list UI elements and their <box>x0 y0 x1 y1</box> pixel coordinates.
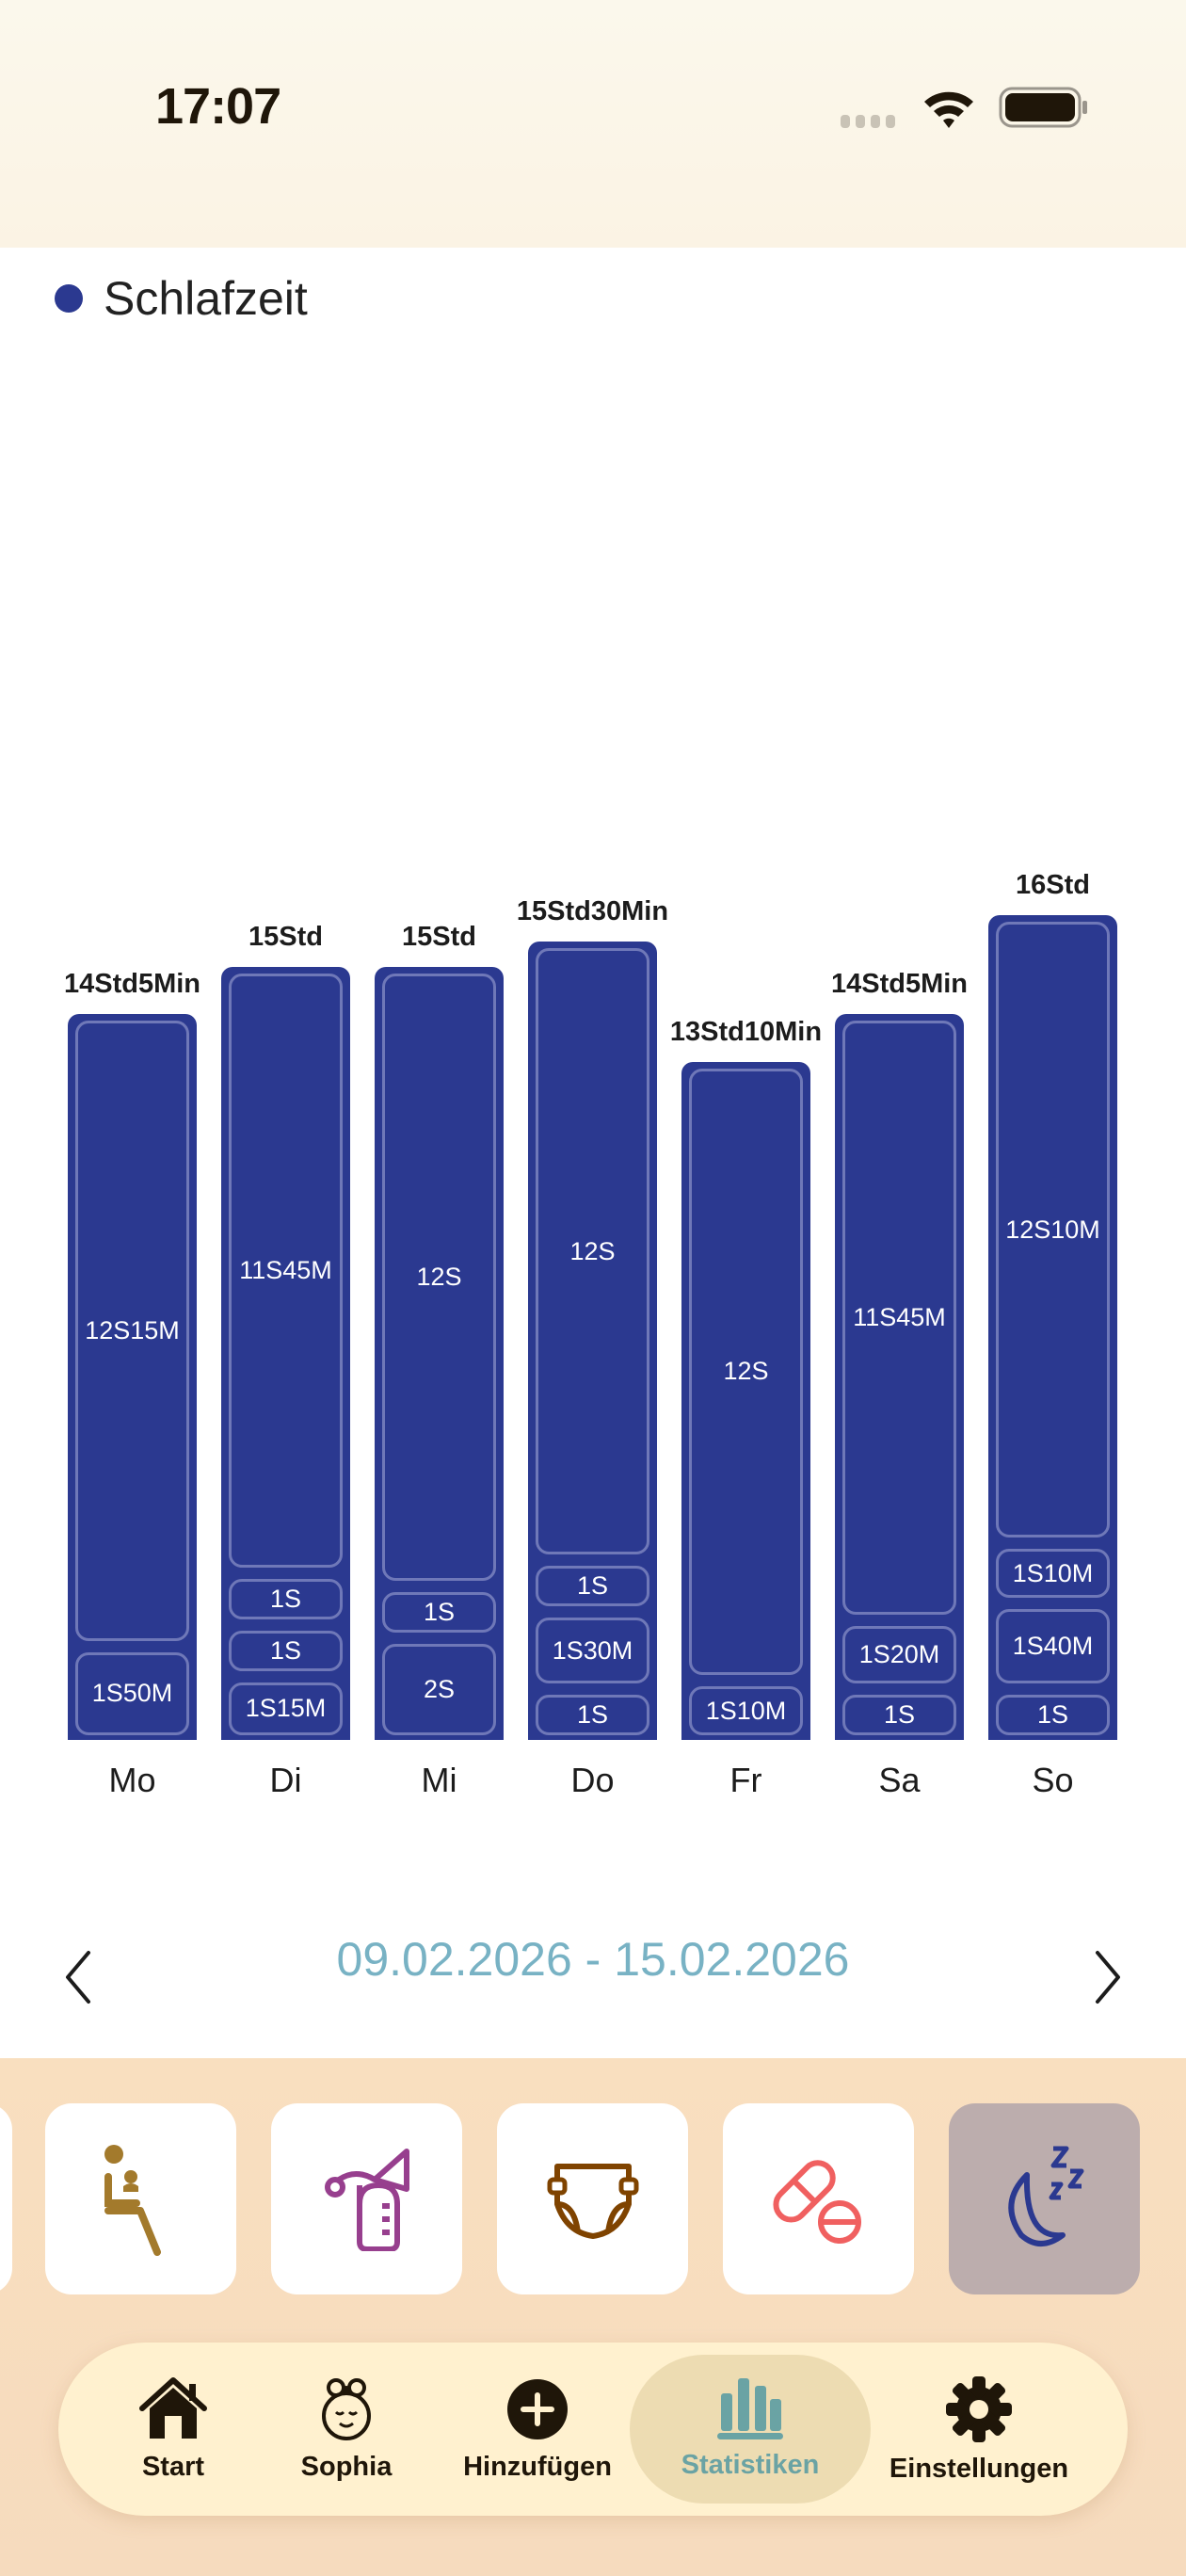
bar-total-label: 15Std <box>248 922 323 953</box>
bar-segment: 1S <box>229 1630 343 1671</box>
bar-segment: 1S30M <box>536 1618 649 1684</box>
bar-segment: 2S <box>382 1643 496 1735</box>
gear-icon <box>946 2375 1012 2442</box>
tab-label: Einstellungen <box>889 2453 1069 2484</box>
tab-einstellungen[interactable]: Einstellungen <box>875 2343 1082 2516</box>
diaper-icon <box>547 2163 638 2239</box>
bar-segment: 12S15M <box>75 1021 189 1641</box>
bar-segment: 11S45M <box>842 1021 956 1616</box>
bar-segment: 1S10M <box>996 1549 1110 1599</box>
tab-label: Statistiken <box>681 2449 820 2480</box>
date-range-label: 09.02.2026 - 15.02.2026 <box>336 1933 850 1986</box>
bar-sa[interactable]: 1S 1S20M 11S45M <box>835 1014 964 1740</box>
tab-hinzufuegen[interactable]: Hinzufügen <box>448 2343 627 2516</box>
status-bar: 17:07 <box>0 0 1186 248</box>
bar-segment: 11S45M <box>229 974 343 1569</box>
x-axis-label: Di <box>269 1761 302 1799</box>
tab-start[interactable]: Start <box>117 2343 230 2516</box>
bar-di[interactable]: 1S15M 1S 1S 11S45M <box>221 967 350 1740</box>
x-axis-label: Fr <box>729 1761 762 1799</box>
wifi-icon <box>924 91 973 128</box>
bar-segment: 1S <box>536 1566 649 1607</box>
bar-segment: 12S10M <box>996 922 1110 1538</box>
bar-total-label: 15Std <box>402 922 476 953</box>
tab-sophia[interactable]: Sophia <box>290 2343 403 2516</box>
bar-total-label: 16Std <box>1016 870 1090 901</box>
cellular-signal-icon <box>841 115 895 128</box>
x-axis-label: Do <box>570 1761 615 1799</box>
sleep-moon-icon <box>1007 2146 1083 2246</box>
category-breast-pump[interactable] <box>271 2103 462 2294</box>
bar-so[interactable]: 1S 1S40M 1S10M 12S10M <box>988 915 1117 1740</box>
bar-total-label: 13Std10Min <box>669 1016 823 1047</box>
bottom-tab-bar: Start Sophia Hinzufügen Statistiken <box>58 2343 1128 2516</box>
chevron-right-icon <box>1096 1951 1120 2004</box>
status-time: 17:07 <box>155 78 281 135</box>
bar-segment: 1S50M <box>75 1651 189 1735</box>
bar-mo[interactable]: 1S50M 12S15M <box>68 1014 197 1740</box>
bar-segment: 1S <box>229 1579 343 1619</box>
previous-week-button[interactable] <box>49 1940 105 2015</box>
category-feeding[interactable] <box>45 2103 236 2294</box>
chart-legend: Schlafzeit <box>55 271 308 326</box>
bar-segment: 12S <box>382 974 496 1581</box>
home-icon <box>139 2376 207 2439</box>
x-axis-label: Mi <box>421 1761 457 1799</box>
chevron-left-icon <box>66 1951 90 2004</box>
tab-label: Hinzufügen <box>463 2451 612 2482</box>
bar-segment: 1S <box>536 1695 649 1735</box>
bar-chart-icon <box>717 2377 783 2439</box>
date-navigation: 09.02.2026 - 15.02.2026 <box>0 1921 1186 2034</box>
bar-total-label: 14Std5Min <box>63 969 201 1000</box>
bar-segment: 1S <box>382 1591 496 1633</box>
bar-fr[interactable]: 1S10M 12S <box>681 1061 810 1740</box>
bar-mi[interactable]: 2S 1S 12S <box>375 967 504 1740</box>
add-circle-icon <box>507 2378 568 2439</box>
category-sleep[interactable] <box>949 2103 1140 2294</box>
legend-color-dot <box>55 284 83 313</box>
bar-segment: 1S <box>996 1695 1110 1735</box>
bar-total-label: 15Std30Min <box>516 895 669 926</box>
pills-icon <box>772 2159 861 2244</box>
baby-face-icon <box>322 2377 371 2440</box>
breast-pump-icon <box>324 2148 409 2251</box>
bar-do[interactable]: 1S 1S30M 1S 12S <box>528 941 657 1740</box>
breastfeeding-icon <box>104 2144 161 2256</box>
category-diaper[interactable] <box>497 2103 688 2294</box>
tab-statistiken[interactable]: Statistiken <box>630 2355 871 2504</box>
bar-segment: 1S20M <box>842 1626 956 1684</box>
category-tile-partial[interactable] <box>0 2103 12 2294</box>
bar-segment: 12S <box>536 947 649 1555</box>
tab-label: Sophia <box>300 2451 393 2482</box>
bar-segment: 1S15M <box>229 1682 343 1735</box>
bar-total-label: 14Std5Min <box>830 969 969 1000</box>
legend-label: Schlafzeit <box>104 272 308 325</box>
category-medicine[interactable] <box>723 2103 914 2294</box>
x-axis-label: Mo <box>108 1761 156 1799</box>
bar-segment: 1S40M <box>996 1609 1110 1684</box>
bar-segment: 1S <box>842 1695 956 1735</box>
x-axis-label: Sa <box>878 1761 921 1799</box>
bar-segment: 12S <box>689 1068 803 1676</box>
battery-icon <box>999 87 1087 128</box>
sleep-bar-chart: 1S50M 12S15M 14Std5Min Mo 1S15M 1S 1S 11S45M 15S… <box>63 870 1117 1799</box>
bar-segment: 1S10M <box>689 1686 803 1735</box>
next-week-button[interactable] <box>1081 1940 1137 2015</box>
x-axis-label: So <box>1032 1761 1074 1799</box>
tab-label: Start <box>141 2451 205 2482</box>
